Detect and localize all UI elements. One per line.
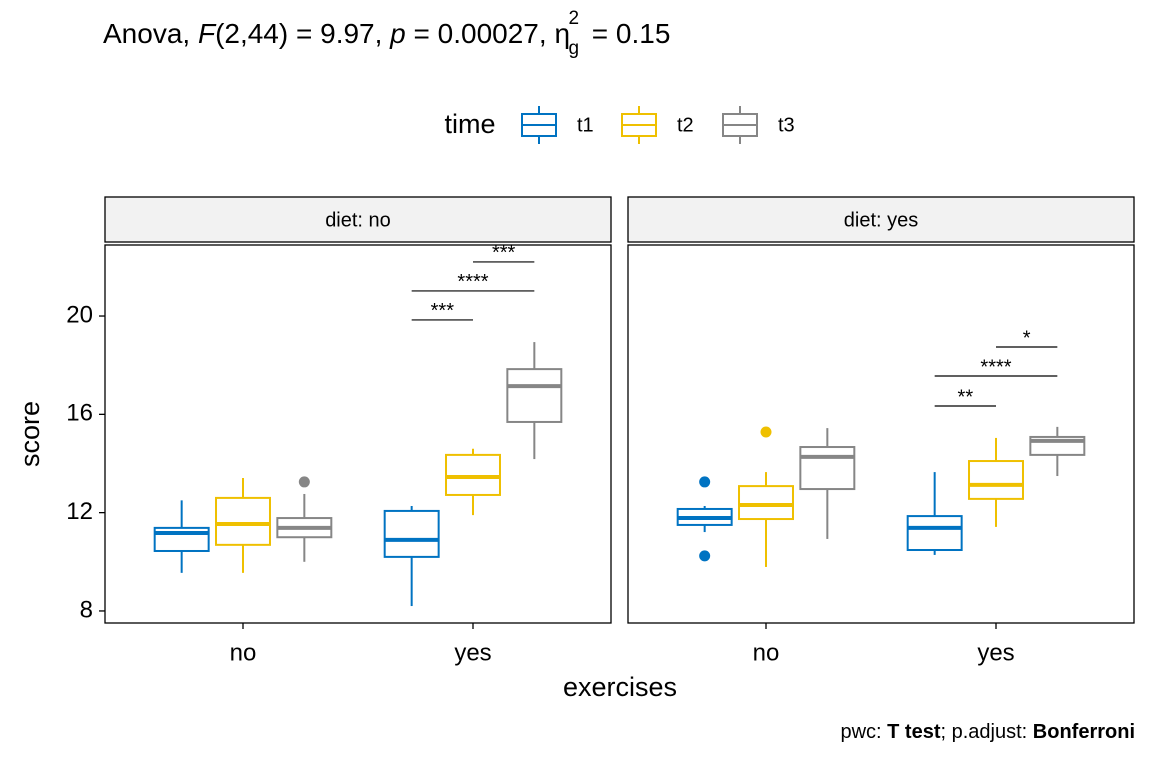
- y-tick-label: 8: [80, 596, 93, 623]
- caption-text: T test: [887, 721, 941, 743]
- caption-text: Bonferroni: [1032, 721, 1135, 743]
- y-tick-label: 16: [66, 400, 93, 427]
- bracket-label: ****: [980, 356, 1011, 378]
- bracket-label: ***: [431, 300, 455, 322]
- title-text: Anova,: [103, 18, 198, 49]
- bracket-label: ****: [457, 271, 488, 293]
- y-axis-label: score: [15, 401, 45, 467]
- title-text: η: [554, 18, 571, 49]
- box: [215, 496, 271, 546]
- strip-label: diet: yes: [844, 209, 918, 231]
- legend-label: t3: [778, 114, 795, 136]
- caption-text: pwc:: [840, 721, 888, 743]
- y-tick-label: 20: [66, 301, 93, 328]
- strip-label: diet: no: [325, 209, 391, 231]
- bracket-label: ***: [492, 242, 516, 264]
- title-text: F: [197, 18, 216, 49]
- title-text: = 0.00027,: [405, 18, 555, 49]
- outlier: [699, 550, 711, 562]
- legend-title: time: [444, 109, 495, 139]
- panel: [104, 244, 612, 624]
- outlier: [699, 476, 711, 488]
- box: [383, 509, 440, 558]
- title-text: g: [568, 38, 580, 59]
- box: [906, 515, 963, 552]
- box: [445, 453, 501, 496]
- title-text: 2: [568, 8, 580, 29]
- bracket-label: **: [958, 386, 974, 408]
- panel: [627, 244, 1135, 624]
- title-text: p: [390, 18, 406, 49]
- box: [799, 446, 856, 491]
- x-tick-label: yes: [977, 639, 1014, 666]
- caption-text: ; p.adjust:: [940, 721, 1033, 743]
- outlier: [760, 426, 772, 438]
- box: [968, 460, 1024, 500]
- legend-label: t1: [577, 114, 594, 136]
- x-tick-label: no: [753, 639, 780, 666]
- strip: [104, 196, 612, 243]
- caption: pwc: T test; p.adjust: Bonferroni: [840, 721, 1135, 744]
- x-axis-label: exercises: [563, 672, 677, 702]
- legend-label: t2: [677, 114, 694, 136]
- y-tick-label: 12: [66, 498, 93, 525]
- strip: [627, 196, 1135, 243]
- title-text: (2,44) = 9.97,: [215, 18, 391, 49]
- x-tick-label: yes: [454, 639, 491, 666]
- outlier: [298, 476, 310, 488]
- box: [506, 368, 563, 423]
- box: [738, 485, 794, 521]
- title-text: = 0.15: [584, 18, 671, 49]
- x-tick-label: no: [230, 639, 257, 666]
- bracket-label: *: [1023, 327, 1031, 349]
